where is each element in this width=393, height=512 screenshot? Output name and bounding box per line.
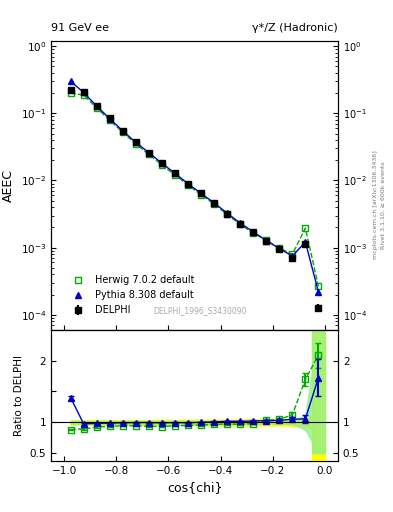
- Pythia 8.308 default: [160, 160, 164, 166]
- Herwig 7.0.2 default: [316, 283, 321, 289]
- Herwig 7.0.2 default: [303, 225, 308, 231]
- Y-axis label: AEEC: AEEC: [2, 169, 15, 202]
- Pythia 8.308 default: [134, 139, 138, 145]
- Herwig 7.0.2 default: [147, 152, 151, 158]
- Line: Herwig 7.0.2 default: Herwig 7.0.2 default: [68, 91, 321, 289]
- Herwig 7.0.2 default: [107, 117, 112, 123]
- Herwig 7.0.2 default: [121, 130, 125, 136]
- Pythia 8.308 default: [81, 90, 86, 96]
- Herwig 7.0.2 default: [251, 230, 255, 236]
- Herwig 7.0.2 default: [160, 162, 164, 168]
- X-axis label: cos{chi}: cos{chi}: [167, 481, 222, 494]
- Herwig 7.0.2 default: [81, 92, 86, 98]
- Pythia 8.308 default: [185, 181, 190, 187]
- Pythia 8.308 default: [173, 170, 177, 177]
- Herwig 7.0.2 default: [185, 182, 190, 188]
- Pythia 8.308 default: [147, 150, 151, 156]
- Pythia 8.308 default: [303, 239, 308, 245]
- Herwig 7.0.2 default: [212, 201, 217, 207]
- Pythia 8.308 default: [316, 289, 321, 295]
- Y-axis label: Ratio to DELPHI: Ratio to DELPHI: [14, 355, 24, 436]
- Herwig 7.0.2 default: [134, 141, 138, 147]
- Herwig 7.0.2 default: [199, 191, 204, 198]
- Pythia 8.308 default: [264, 238, 269, 244]
- Text: mcplots.cern.ch [arXiv:1306.3436]: mcplots.cern.ch [arXiv:1306.3436]: [373, 151, 378, 259]
- Herwig 7.0.2 default: [94, 105, 99, 111]
- Pythia 8.308 default: [290, 253, 295, 259]
- Pythia 8.308 default: [199, 190, 204, 197]
- Pythia 8.308 default: [251, 229, 255, 235]
- Herwig 7.0.2 default: [264, 238, 269, 244]
- Legend: Herwig 7.0.2 default, Pythia 8.308 default, DELPHI: Herwig 7.0.2 default, Pythia 8.308 defau…: [62, 271, 198, 319]
- Pythia 8.308 default: [94, 103, 99, 109]
- Herwig 7.0.2 default: [290, 251, 295, 258]
- Pythia 8.308 default: [238, 220, 242, 226]
- Line: Pythia 8.308 default: Pythia 8.308 default: [68, 78, 321, 294]
- Text: Rivet 3.1.10, ≥ 600k events: Rivet 3.1.10, ≥ 600k events: [381, 161, 386, 249]
- Pythia 8.308 default: [68, 78, 73, 84]
- Pythia 8.308 default: [212, 200, 217, 206]
- Pythia 8.308 default: [121, 128, 125, 134]
- Herwig 7.0.2 default: [68, 90, 73, 96]
- Text: DELPHI_1996_S3430090: DELPHI_1996_S3430090: [154, 306, 247, 315]
- Pythia 8.308 default: [225, 210, 230, 216]
- Pythia 8.308 default: [277, 245, 282, 251]
- Herwig 7.0.2 default: [225, 211, 230, 218]
- Herwig 7.0.2 default: [277, 245, 282, 251]
- Text: γ*/Z (Hadronic): γ*/Z (Hadronic): [252, 23, 338, 33]
- Herwig 7.0.2 default: [173, 172, 177, 178]
- Herwig 7.0.2 default: [238, 221, 242, 227]
- Pythia 8.308 default: [107, 116, 112, 122]
- Text: 91 GeV ee: 91 GeV ee: [51, 23, 109, 33]
